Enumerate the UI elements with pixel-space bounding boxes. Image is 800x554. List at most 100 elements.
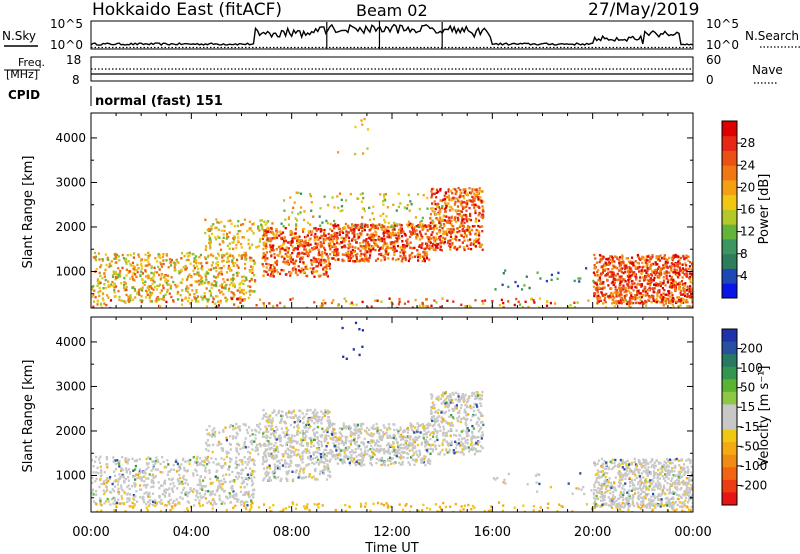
echo-cell bbox=[113, 286, 116, 289]
echo-cell bbox=[466, 218, 469, 221]
echo-cell bbox=[207, 281, 210, 284]
echo-cell bbox=[149, 300, 152, 303]
echo-cell bbox=[271, 247, 274, 250]
echo-cell bbox=[352, 260, 355, 263]
echo-cell bbox=[360, 200, 363, 203]
echo-cell bbox=[235, 423, 238, 426]
echo-cell bbox=[608, 296, 611, 299]
nsky-panel-frame bbox=[90, 20, 694, 50]
echo-cell bbox=[200, 276, 203, 279]
echo-cell bbox=[207, 490, 210, 493]
echo-cell bbox=[290, 231, 293, 234]
echo-cell bbox=[482, 215, 485, 218]
echo-cell bbox=[643, 285, 646, 289]
echo-cell bbox=[247, 242, 250, 246]
echo-cell bbox=[112, 284, 115, 287]
echo-cell bbox=[232, 241, 235, 244]
echo-cell bbox=[435, 217, 438, 220]
echo-cell bbox=[632, 289, 635, 292]
echo-cell bbox=[261, 236, 265, 239]
echo-cell bbox=[262, 457, 265, 461]
echo-cell bbox=[650, 300, 653, 304]
echo-cell bbox=[307, 457, 310, 460]
echo-cell bbox=[605, 274, 608, 277]
echo-cell bbox=[220, 284, 223, 287]
echo-cell bbox=[359, 193, 362, 196]
echo-cell bbox=[321, 415, 324, 419]
echo-cell bbox=[151, 291, 154, 295]
echo-cell bbox=[425, 251, 428, 254]
echo-cell bbox=[625, 265, 628, 268]
echo-cell bbox=[305, 264, 308, 268]
echo-cell bbox=[658, 275, 661, 278]
echo-cell bbox=[287, 454, 290, 457]
echo-cell bbox=[317, 274, 320, 277]
echo-cell bbox=[145, 477, 148, 480]
echo-cell bbox=[114, 276, 118, 279]
echo-cell bbox=[161, 255, 164, 259]
echo-cell bbox=[240, 275, 244, 279]
echo-cell bbox=[117, 492, 121, 496]
echo-cell bbox=[139, 496, 142, 499]
echo-cell bbox=[429, 221, 432, 224]
echo-cell bbox=[265, 227, 268, 230]
echo-cell bbox=[291, 245, 294, 248]
echo-cell bbox=[150, 481, 153, 484]
echo-cell bbox=[304, 426, 307, 429]
echo-cell bbox=[389, 246, 392, 250]
echo-cell bbox=[136, 500, 139, 503]
echo-cell bbox=[407, 193, 410, 197]
echo-cell bbox=[623, 278, 626, 281]
echo-cell bbox=[343, 455, 346, 458]
echo-cell bbox=[381, 237, 384, 240]
echo-cell bbox=[374, 443, 377, 447]
echo-cell bbox=[313, 235, 316, 238]
echo-cell bbox=[462, 218, 465, 221]
echo-cell bbox=[187, 459, 190, 463]
echo-cell bbox=[323, 261, 326, 265]
echo-cell bbox=[231, 260, 234, 263]
echo-cell bbox=[127, 492, 130, 495]
echo-cell bbox=[250, 229, 254, 233]
echo-cell bbox=[140, 267, 143, 270]
echo-cell bbox=[203, 256, 207, 259]
echo-cell bbox=[186, 300, 190, 303]
echo-cell bbox=[363, 209, 366, 213]
echo-cell bbox=[601, 287, 604, 291]
echo-cell bbox=[206, 228, 209, 232]
echo-cell bbox=[614, 274, 618, 277]
echo-cell bbox=[207, 432, 211, 435]
echo-cell bbox=[141, 289, 144, 292]
echo-cell bbox=[430, 194, 434, 197]
echo-cell bbox=[316, 415, 319, 418]
echo-cell bbox=[379, 214, 382, 218]
echo-cell bbox=[165, 466, 168, 469]
echo-cell bbox=[94, 255, 97, 258]
echo-cell bbox=[625, 257, 628, 260]
echo-cell bbox=[592, 271, 595, 274]
echo-cell bbox=[411, 306, 414, 308]
echo-cell bbox=[103, 502, 106, 505]
echo-cell bbox=[654, 283, 658, 287]
echo-cell bbox=[148, 473, 151, 476]
echo-cell bbox=[91, 476, 94, 480]
echo-cell bbox=[385, 231, 389, 234]
echo-cell bbox=[207, 449, 210, 452]
echo-cell bbox=[323, 258, 326, 262]
echo-cell bbox=[451, 243, 454, 247]
echo-cell bbox=[400, 230, 403, 233]
echo-cell bbox=[242, 292, 245, 296]
echo-cell bbox=[471, 187, 474, 191]
echo-cell bbox=[245, 291, 248, 294]
echo-cell bbox=[309, 455, 312, 458]
echo-cell bbox=[260, 223, 263, 226]
echo-cell bbox=[248, 426, 251, 429]
echo-cell bbox=[92, 285, 95, 288]
echo-cell bbox=[304, 430, 308, 433]
echo-cell bbox=[685, 299, 688, 302]
echo-cell bbox=[378, 223, 381, 226]
echo-cell bbox=[466, 192, 469, 195]
echo-cell bbox=[303, 227, 306, 231]
echo-cell bbox=[128, 499, 131, 502]
echo-cell bbox=[629, 277, 632, 280]
